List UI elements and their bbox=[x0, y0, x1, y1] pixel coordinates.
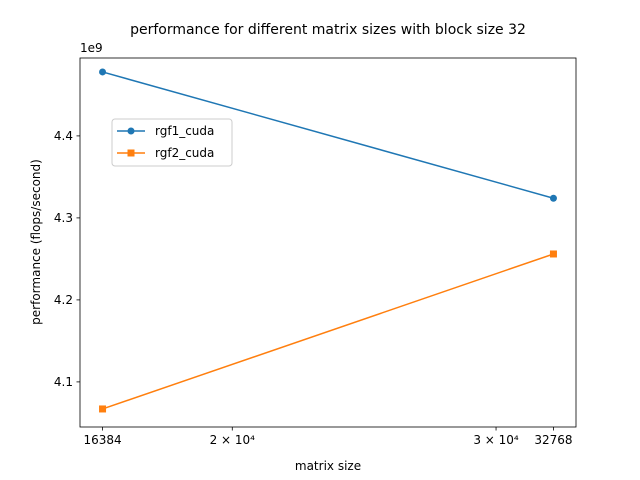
y-tick-label: 4.3 bbox=[54, 211, 73, 225]
y-tick-label: 4.2 bbox=[54, 293, 73, 307]
data-point-rgf2_cuda bbox=[549, 250, 557, 258]
x-tick-label: 3 × 10⁴ bbox=[473, 433, 519, 447]
y-tick-label: 4.1 bbox=[54, 375, 73, 389]
data-point-rgf2_cuda bbox=[99, 405, 107, 413]
x-tick-label: 2 × 10⁴ bbox=[210, 433, 256, 447]
legend: rgf1_cuda rgf2_cuda bbox=[111, 118, 233, 167]
legend-marker-rgf1_cuda bbox=[127, 127, 135, 135]
data-point-rgf1_cuda bbox=[99, 68, 107, 76]
x-axis-label: matrix size bbox=[295, 459, 361, 473]
series-line-rgf2_cuda bbox=[102, 253, 554, 410]
x-axis: 16384 2 × 10⁴ 3 × 10⁴ 32768 bbox=[83, 427, 573, 447]
legend-label-rgf1_cuda: rgf1_cuda bbox=[155, 124, 214, 138]
legend-marker-rgf2_cuda bbox=[127, 149, 135, 157]
y-tick-label: 4.4 bbox=[54, 129, 73, 143]
y-offset-label: 1e9 bbox=[80, 41, 103, 55]
series-line-rgf1_cuda bbox=[102, 71, 554, 199]
y-axis: 4.1 4.2 4.3 4.4 bbox=[54, 129, 80, 389]
y-axis-label: performance (flops/second) bbox=[29, 159, 43, 325]
chart-title: performance for different matrix sizes w… bbox=[130, 22, 526, 38]
data-point-rgf1_cuda bbox=[549, 194, 557, 202]
x-tick-label: 32768 bbox=[534, 433, 572, 447]
plot-area bbox=[79, 57, 577, 428]
x-tick-label: 16384 bbox=[83, 433, 121, 447]
axes-frame bbox=[79, 57, 577, 428]
legend-label-rgf2_cuda: rgf2_cuda bbox=[155, 146, 214, 160]
